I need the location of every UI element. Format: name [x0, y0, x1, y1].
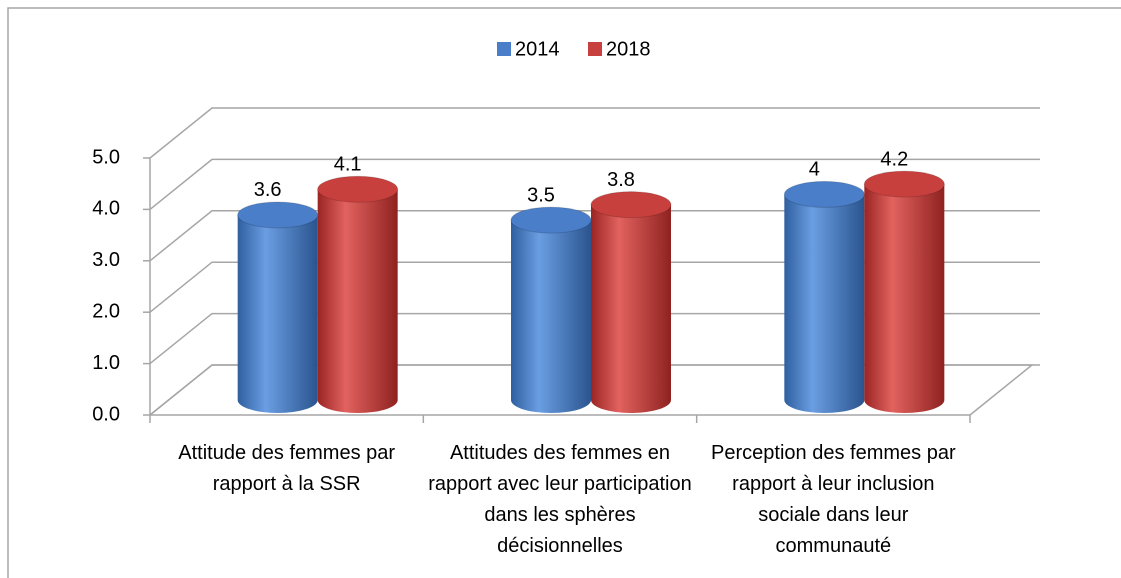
value-label: 4.1	[334, 154, 362, 176]
value-label: 3.6	[254, 179, 282, 201]
bar-body	[864, 184, 945, 413]
chart-frame	[7, 7, 1121, 578]
grid-line	[149, 107, 1040, 159]
bar	[590, 191, 672, 413]
grid-line	[149, 158, 1040, 210]
grid-line	[149, 312, 1040, 365]
x-tick-label: Perception des femmes par rapport à leur…	[711, 442, 956, 557]
y-tick-label: 5.0	[92, 146, 120, 168]
bar-body	[511, 220, 591, 413]
legend-swatch	[497, 42, 511, 56]
bar	[863, 170, 945, 413]
value-label: 3.5	[527, 184, 555, 206]
bar-body	[784, 194, 865, 413]
bar-top	[863, 170, 945, 198]
bar-top	[237, 201, 319, 229]
x-tick-label: Attitude des femmes par rapport à la SSR	[178, 442, 396, 495]
bar-top	[510, 206, 592, 234]
bar-top	[783, 180, 865, 208]
y-tick-label: 4.0	[92, 198, 120, 220]
y-tick-label: 0.0	[92, 403, 120, 425]
y-tick-label: 1.0	[92, 352, 120, 374]
bar-top	[317, 175, 399, 203]
grid-line	[149, 261, 1040, 313]
value-label: 4.2	[880, 148, 908, 170]
bar-top	[590, 191, 672, 219]
grid-line	[149, 210, 1040, 262]
y-tick-label: 2.0	[92, 300, 120, 322]
legend-label: 2018	[606, 38, 651, 60]
x-tick-label: Attitudes des femmes en rapport avec leu…	[428, 442, 692, 557]
bar-body	[237, 214, 318, 413]
value-label: 4	[809, 159, 820, 181]
bar-body	[317, 189, 398, 413]
grid-line	[149, 364, 1040, 416]
bar	[510, 206, 592, 413]
bar	[317, 175, 399, 413]
legend-label: 2014	[515, 38, 560, 60]
bar	[237, 201, 319, 413]
bar-body	[591, 204, 671, 413]
legend-swatch	[588, 42, 602, 56]
y-tick-label: 3.0	[92, 249, 120, 271]
value-label: 3.8	[607, 169, 635, 191]
bar	[783, 180, 865, 413]
